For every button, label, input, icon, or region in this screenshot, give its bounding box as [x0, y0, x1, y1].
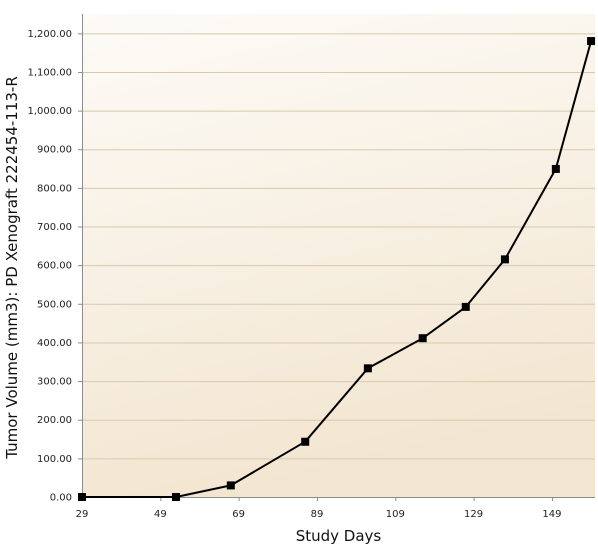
data-point-marker [171, 493, 180, 501]
y-tick-label: 500.00 [37, 299, 72, 310]
y-tick-label: 200.00 [37, 415, 72, 426]
x-tick-label: 49 [154, 509, 167, 520]
y-tick-label: 600.00 [37, 261, 72, 272]
y-tick-label: 1,100.00 [27, 67, 72, 78]
x-tick-label: 89 [311, 509, 324, 520]
y-tick-label: 900.00 [37, 145, 72, 156]
y-tick-label: 100.00 [37, 454, 72, 465]
x-tick-label: 129 [464, 509, 483, 520]
x-tick-label: 109 [386, 509, 405, 520]
y-tick-label: 800.00 [37, 183, 72, 194]
y-tick-label: 1,200.00 [27, 29, 72, 40]
x-tick-label: 29 [76, 509, 89, 520]
gridlines [82, 33, 595, 460]
data-point-marker [226, 481, 235, 490]
data-point-marker [500, 255, 509, 264]
y-axis-title: Tumor Volume (mm3): PD Xenograft 222454-… [3, 76, 21, 460]
y-tick-label: 0.00 [50, 493, 72, 504]
data-point-marker [301, 437, 310, 446]
data-point-marker [78, 493, 86, 501]
data-point-marker [551, 164, 560, 173]
x-tick-label: 69 [232, 509, 245, 520]
y-tick-label: 1,000.00 [27, 106, 72, 117]
plot-area [82, 14, 595, 497]
y-tick-label: 700.00 [37, 222, 72, 233]
data-point-marker [461, 302, 470, 311]
x-axis-title: Study Days [296, 527, 382, 545]
y-tick-labels: 0.00 100.00 200.00 300.00 400.00 500.00 600.00… [27, 29, 72, 504]
series-layer [78, 37, 596, 501]
data-point-marker [418, 334, 427, 343]
data-point-marker [363, 364, 372, 373]
y-tick-label: 400.00 [37, 338, 72, 349]
series-line [82, 40, 593, 498]
x-tick-label: 149 [542, 509, 561, 520]
x-tick-labels: 29 49 69 89 109 129 149 [76, 509, 562, 520]
y-tick-label: 300.00 [37, 377, 72, 388]
data-point-marker [587, 37, 596, 46]
